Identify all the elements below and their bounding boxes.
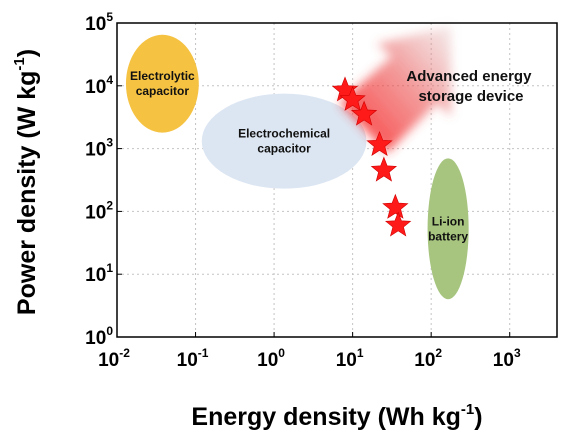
x-tick-label: 100 bbox=[257, 346, 285, 371]
data-point-star bbox=[339, 85, 366, 111]
data-point-star bbox=[350, 100, 378, 126]
arrow-label-line1: Advanced energy bbox=[406, 68, 532, 85]
y-tick-label: 100 bbox=[85, 324, 113, 349]
x-tick-label: 10-1 bbox=[177, 346, 209, 371]
li-ion-battery-label-line: Li-ion bbox=[432, 214, 465, 228]
electrolytic-capacitor-label-line: Electrolytic bbox=[130, 69, 195, 83]
y-tick-label: 104 bbox=[85, 73, 113, 98]
y-axis-label: Power density (W kg-1) bbox=[11, 49, 41, 315]
advanced-arrow: Advanced energy storage device bbox=[340, 26, 535, 153]
data-points bbox=[331, 76, 412, 237]
plot-frame bbox=[116, 22, 558, 338]
arrow-label: Advanced energy storage device bbox=[406, 68, 535, 105]
data-point-star bbox=[385, 211, 412, 237]
data-point-star bbox=[366, 130, 393, 156]
electrochemical-capacitor-label-line: Electrochemical bbox=[238, 127, 330, 141]
x-tick-label: 103 bbox=[493, 346, 521, 371]
y-tick-label: 101 bbox=[85, 261, 113, 286]
y-ticks: 100 101 102 103 104 105 bbox=[85, 10, 122, 349]
arrow-label-line2: storage device bbox=[418, 88, 523, 105]
electrochemical-capacitor-region bbox=[201, 93, 367, 189]
x-tick-label: 102 bbox=[414, 346, 442, 371]
electrolytic-capacitor-label: Electrolytic capacitor bbox=[130, 69, 195, 98]
electrochemical-capacitor-label: Electrochemical capacitor bbox=[238, 127, 330, 156]
y-tick-label: 102 bbox=[85, 198, 113, 223]
electrolytic-capacitor-region bbox=[125, 34, 199, 133]
y-tick-label: 103 bbox=[85, 136, 113, 161]
x-ticks: 10-2 10-1 100 101 102 103 bbox=[98, 332, 521, 371]
li-ion-battery-region bbox=[427, 158, 469, 300]
y-tick-label: 105 bbox=[85, 10, 113, 35]
li-ion-battery-label-line: battery bbox=[428, 229, 468, 243]
li-ion-battery-label: Li-ion battery bbox=[428, 214, 468, 243]
x-axis-label: Energy density (Wh kg-1) bbox=[191, 401, 482, 431]
data-point-star bbox=[370, 156, 398, 182]
electrolytic-capacitor-label-line: capacitor bbox=[136, 84, 190, 98]
x-tick-label: 101 bbox=[336, 346, 364, 371]
electrochemical-capacitor-label-line: capacitor bbox=[257, 142, 311, 156]
data-point-star bbox=[382, 193, 409, 219]
x-tick-label: 10-2 bbox=[98, 346, 130, 371]
